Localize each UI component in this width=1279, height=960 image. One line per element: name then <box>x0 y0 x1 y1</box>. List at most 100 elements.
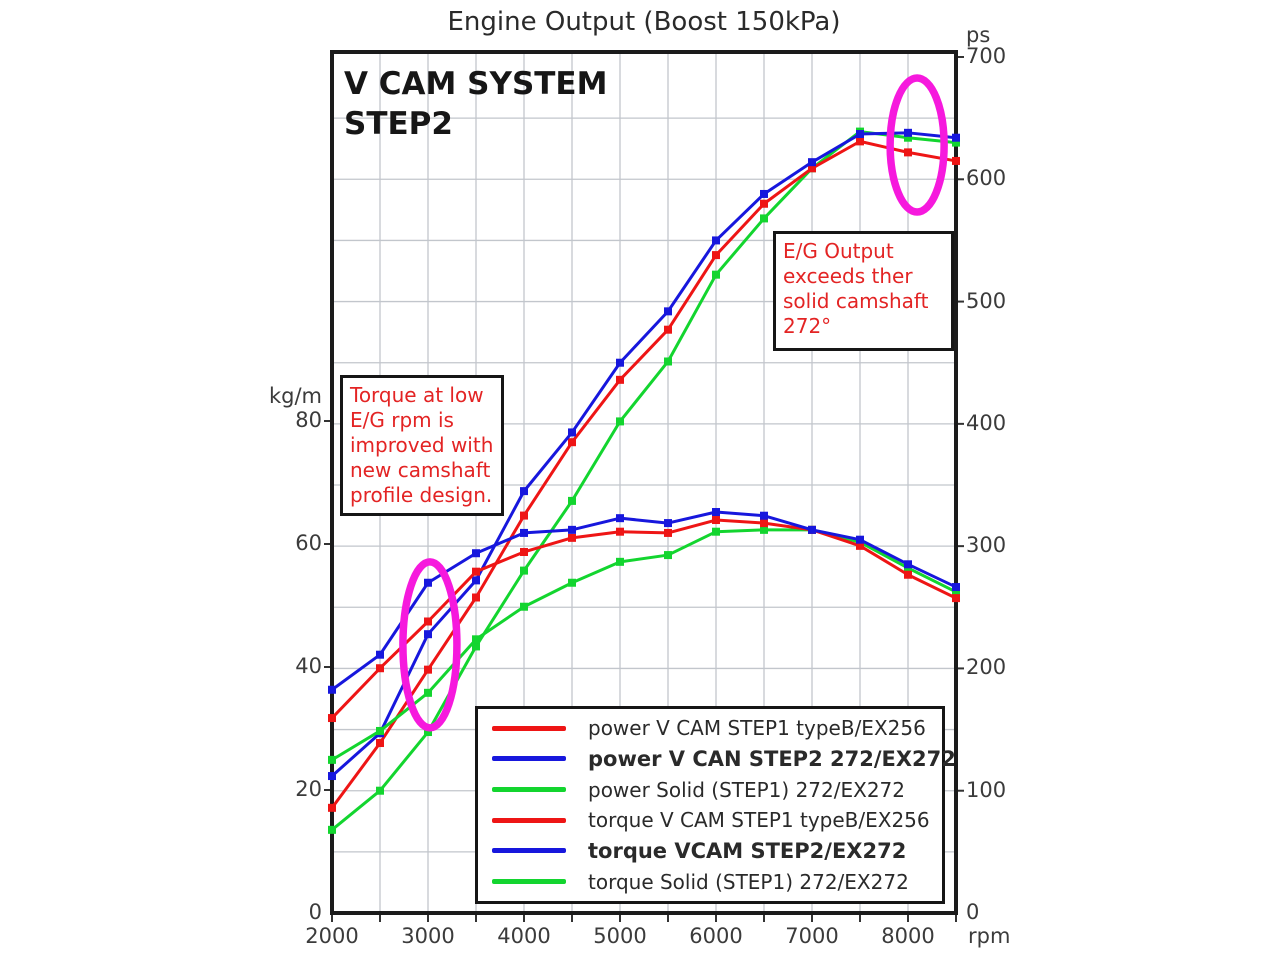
series-marker-3 <box>952 594 960 603</box>
series-marker-3 <box>712 516 720 525</box>
series-marker-3 <box>760 519 768 528</box>
series-marker-1 <box>712 236 720 245</box>
x-tick-label: 3000 <box>401 924 455 948</box>
series-marker-3 <box>664 528 672 537</box>
series-marker-1 <box>616 358 624 367</box>
legend-label: power Solid (STEP1) 272/EX272 <box>588 777 905 802</box>
series-marker-4 <box>760 511 768 520</box>
series-marker-0 <box>616 375 624 384</box>
series-marker-3 <box>328 714 336 723</box>
series-marker-0 <box>904 148 912 157</box>
series-marker-4 <box>424 578 432 587</box>
series-marker-2 <box>664 357 672 366</box>
legend-item: power V CAN STEP2 272/EX272 <box>478 747 956 771</box>
legend-label: torque V CAM STEP1 typeB/EX256 <box>588 808 930 833</box>
legend-item: power Solid (STEP1) 272/EX272 <box>478 778 942 802</box>
series-marker-0 <box>376 739 384 748</box>
x-tick-label: 8000 <box>881 924 935 948</box>
left-tick-label: 40 <box>295 654 322 678</box>
series-marker-1 <box>472 576 480 585</box>
series-marker-2 <box>952 138 960 147</box>
series-marker-3 <box>616 527 624 536</box>
series-marker-5 <box>568 578 576 587</box>
annotation-high-rpm-output: E/G Output exceeds ther solid camshaft 2… <box>773 231 954 351</box>
series-marker-1 <box>664 307 672 316</box>
series-marker-1 <box>520 487 528 496</box>
legend-label: power V CAN STEP2 272/EX272 <box>588 746 956 771</box>
right-tick-label: 700 <box>966 44 1007 68</box>
series-marker-1 <box>856 130 864 139</box>
legend-item: torque VCAM STEP2/EX272 <box>478 839 942 863</box>
series-marker-1 <box>328 772 336 781</box>
right-tick-label: 100 <box>966 777 1007 802</box>
series-marker-2 <box>328 825 336 834</box>
legend-swatch <box>492 756 566 762</box>
series-marker-2 <box>616 417 624 426</box>
right-axis-unit-label: ps <box>966 23 991 47</box>
series-line-1 <box>331 131 957 778</box>
series-marker-3 <box>424 617 432 626</box>
highlight-ellipse-1 <box>886 74 948 216</box>
series-marker-2 <box>472 642 480 651</box>
vcam-system-step2-label: V CAM SYSTEM STEP2 <box>344 66 608 143</box>
annotation-low-rpm-torque: Torque at low E/G rpm is improved with n… <box>340 375 504 516</box>
legend-label: torque VCAM STEP2/EX272 <box>588 838 907 863</box>
series-marker-4 <box>472 549 480 558</box>
series-marker-0 <box>664 325 672 334</box>
series-marker-1 <box>904 128 912 137</box>
legend-swatch <box>492 787 566 793</box>
highlight-ellipse-0 <box>399 558 461 732</box>
series-marker-2 <box>760 214 768 223</box>
legend-swatch <box>492 725 566 731</box>
chart-title: Engine Output (Boost 150kPa) <box>447 7 841 37</box>
series-marker-3 <box>904 570 912 579</box>
left-tick-label: 0 <box>308 900 322 924</box>
left-axis-unit-label: kg/m <box>268 384 322 408</box>
series-line-4 <box>331 510 957 691</box>
right-tick-label: 200 <box>966 655 1007 680</box>
right-tick-label: 400 <box>966 410 1007 435</box>
series-marker-4 <box>376 650 384 659</box>
series-marker-5 <box>424 688 432 697</box>
series-marker-4 <box>856 535 864 544</box>
left-tick-label: 60 <box>295 531 322 555</box>
series-marker-3 <box>568 533 576 542</box>
series-marker-5 <box>376 726 384 735</box>
right-tick-label: 500 <box>966 288 1007 313</box>
series-marker-2 <box>904 133 912 142</box>
series-marker-1 <box>808 158 816 167</box>
left-tick-label: 20 <box>295 777 322 801</box>
series-marker-3 <box>472 567 480 576</box>
series-marker-4 <box>952 583 960 592</box>
series-marker-2 <box>712 270 720 279</box>
series-marker-0 <box>712 251 720 260</box>
series-marker-0 <box>472 593 480 602</box>
legend-item: power V CAM STEP1 typeB/EX256 <box>478 716 942 740</box>
legend-item: torque V CAM STEP1 typeB/EX256 <box>478 808 942 832</box>
series-marker-5 <box>472 635 480 644</box>
series-marker-4 <box>664 519 672 528</box>
legend: power V CAM STEP1 typeB/EX256 power V CAN… <box>475 706 956 904</box>
series-marker-1 <box>952 133 960 142</box>
right-tick-label: 300 <box>966 533 1007 558</box>
series-marker-0 <box>520 511 528 520</box>
legend-item: torque Solid (STEP1) 272/EX272 <box>478 870 942 894</box>
legend-swatch <box>492 879 566 885</box>
legend-swatch <box>492 848 566 854</box>
series-line-0 <box>330 139 957 809</box>
series-marker-0 <box>808 164 816 173</box>
series-marker-0 <box>952 156 960 165</box>
series-marker-0 <box>568 438 576 447</box>
series-marker-5 <box>712 527 720 536</box>
legend-label: power V CAM STEP1 typeB/EX256 <box>588 716 926 741</box>
series-marker-3 <box>520 547 528 556</box>
series-marker-3 <box>376 664 384 673</box>
x-tick-label: 4000 <box>497 924 551 948</box>
series-marker-1 <box>568 428 576 437</box>
series-marker-3 <box>856 541 864 550</box>
series-marker-2 <box>568 496 576 505</box>
series-marker-4 <box>616 514 624 523</box>
series-marker-1 <box>424 630 432 639</box>
series-marker-2 <box>520 566 528 575</box>
